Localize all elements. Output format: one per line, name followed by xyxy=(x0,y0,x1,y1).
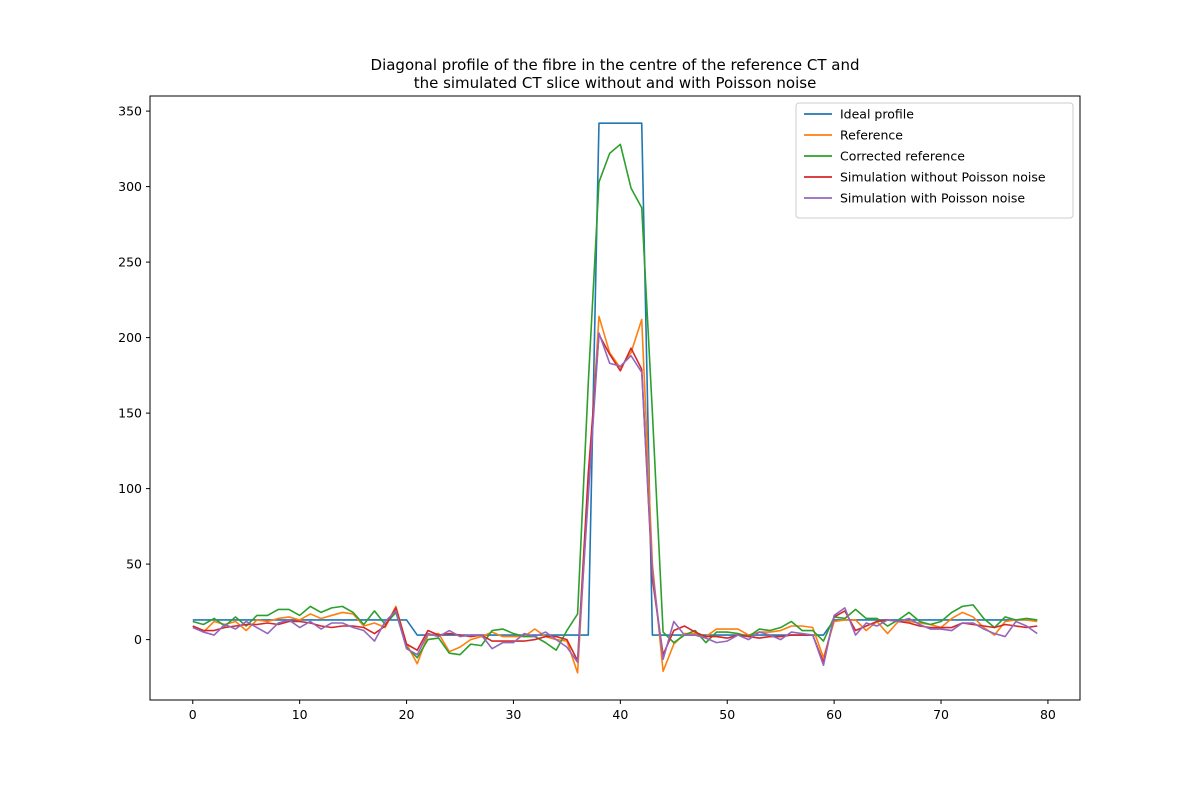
series-line-simulation-with-poisson-noise xyxy=(192,332,1038,667)
x-tick-label: 0 xyxy=(189,707,197,722)
y-axis: 0 50 100 150 200 250 300 350 xyxy=(118,104,150,647)
legend-label: Ideal profile xyxy=(840,107,914,122)
x-tick-label: 20 xyxy=(399,707,415,722)
chart-title-line-2: the simulated CT slice without and with … xyxy=(414,74,817,92)
y-tick-label: 150 xyxy=(118,406,142,421)
axes-frame xyxy=(149,95,1081,701)
series-line-ideal-profile xyxy=(192,122,1038,636)
legend: Ideal profile Reference Corrected referenc… xyxy=(795,102,1074,219)
y-tick-label: 0 xyxy=(134,632,142,647)
y-tick-label: 50 xyxy=(126,557,142,572)
legend-label: Simulation with Poisson noise xyxy=(840,191,1025,206)
x-tick-label: 80 xyxy=(1040,707,1056,722)
x-tick-label: 50 xyxy=(719,707,735,722)
plot-area xyxy=(192,122,1038,674)
x-tick-label: 70 xyxy=(933,707,949,722)
x-tick-label: 40 xyxy=(612,707,628,722)
legend-label: Simulation without Poisson noise xyxy=(840,170,1046,185)
y-tick-label: 200 xyxy=(118,330,142,345)
x-tick-label: 60 xyxy=(826,707,842,722)
y-tick-label: 350 xyxy=(118,104,142,119)
y-tick-label: 300 xyxy=(118,179,142,194)
x-axis: 0 10 20 30 40 50 60 70 80 xyxy=(189,700,1056,722)
series-line-reference xyxy=(192,315,1038,674)
y-tick-label: 250 xyxy=(118,255,142,270)
legend-label: Corrected reference xyxy=(840,149,965,164)
legend-box xyxy=(795,102,1074,219)
y-tick-label: 100 xyxy=(118,481,142,496)
legend-label: Reference xyxy=(840,128,903,143)
x-tick-label: 30 xyxy=(505,707,521,722)
chart-title-line-1: Diagonal profile of the fibre in the cen… xyxy=(371,56,860,74)
x-tick-label: 10 xyxy=(292,707,308,722)
